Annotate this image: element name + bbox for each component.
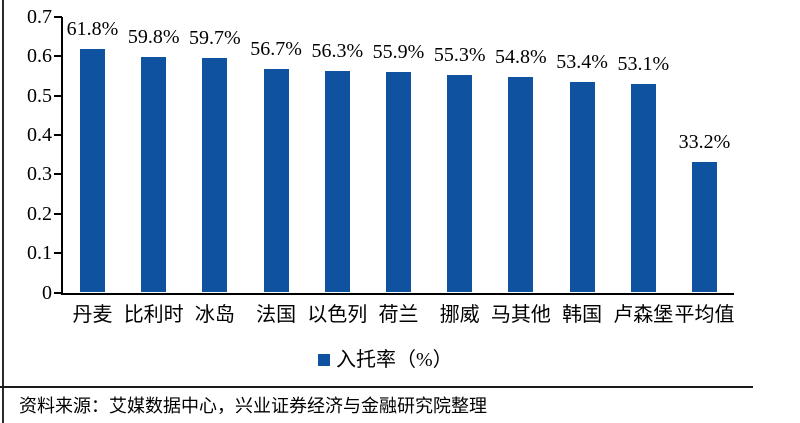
bar bbox=[630, 83, 656, 293]
bar bbox=[80, 49, 105, 293]
bar-value-label: 53.4% bbox=[556, 51, 608, 74]
bar bbox=[569, 82, 595, 293]
bar bbox=[202, 57, 228, 293]
bar bbox=[263, 69, 289, 293]
x-axis-category-label: 卢森堡 bbox=[613, 304, 674, 326]
bar-value-label: 56.7% bbox=[250, 38, 302, 61]
bar-value-label: 56.3% bbox=[311, 39, 364, 62]
legend-swatch-icon bbox=[318, 354, 330, 366]
y-axis-tick-mark bbox=[54, 55, 62, 58]
bar-value-label: 59.8% bbox=[127, 26, 180, 49]
x-axis-category-label: 比利时 bbox=[123, 304, 184, 326]
source-note: 资料来源：艾媒数据中心，兴业证券经济与金融研究院整理 bbox=[19, 396, 487, 416]
y-axis-tick-mark bbox=[54, 173, 62, 176]
x-axis-category-label: 平均值 bbox=[674, 304, 735, 326]
x-axis-category-label: 荷兰 bbox=[378, 304, 419, 326]
bar bbox=[447, 74, 473, 293]
bar bbox=[692, 161, 717, 293]
x-axis-line bbox=[61, 292, 734, 295]
bar-value-label: 55.9% bbox=[372, 41, 425, 64]
bar-chart: 0.7 0.6 0.5 0.4 0.3 0.2 0.1 0 61.8% 丹麦 59.8% 比利时 59.… bbox=[27, 6, 735, 326]
x-axis-category-label: 韩国 bbox=[562, 304, 603, 326]
page-left-border bbox=[2, 0, 4, 423]
y-axis-tick-mark bbox=[54, 252, 62, 255]
y-axis-tick-label: 0.7 bbox=[27, 6, 52, 28]
bar bbox=[141, 57, 167, 293]
x-axis-category-label: 以色列 bbox=[307, 304, 368, 326]
y-axis-tick-label: 0 bbox=[42, 281, 52, 304]
y-axis-tick-mark bbox=[54, 134, 62, 137]
source-divider-line bbox=[0, 386, 753, 388]
y-axis-tick-mark bbox=[54, 291, 62, 294]
bar-value-label: 55.3% bbox=[433, 43, 486, 66]
y-axis-tick-label: 0.2 bbox=[27, 202, 52, 225]
bar-value-label: 54.8% bbox=[495, 45, 547, 68]
bar bbox=[386, 72, 411, 293]
bar-value-label: 33.2% bbox=[678, 130, 731, 153]
y-axis-tick-mark bbox=[54, 212, 62, 215]
bar bbox=[508, 76, 534, 293]
legend-label: 入托率（%） bbox=[336, 349, 453, 371]
y-axis-tick-label: 0.5 bbox=[27, 84, 52, 107]
bar bbox=[324, 70, 350, 293]
x-axis-category-label: 丹麦 bbox=[72, 304, 113, 326]
y-axis-tick-mark bbox=[54, 16, 62, 18]
bar-value-label: 53.1% bbox=[617, 52, 670, 75]
y-axis-tick-mark bbox=[54, 94, 62, 97]
y-axis-line bbox=[61, 17, 63, 295]
y-axis-tick-label: 0.3 bbox=[27, 163, 52, 186]
x-axis-category-label: 法国 bbox=[256, 304, 297, 326]
x-axis-category-label: 冰岛 bbox=[194, 304, 235, 326]
chart-legend: 入托率（%） bbox=[318, 348, 453, 372]
bar-value-label: 61.8% bbox=[66, 18, 119, 41]
y-axis-tick-label: 0.1 bbox=[27, 242, 52, 265]
bar-value-label: 59.7% bbox=[189, 26, 241, 49]
y-axis-tick-label: 0.4 bbox=[27, 124, 52, 147]
y-axis-tick-label: 0.6 bbox=[27, 45, 52, 68]
x-axis-category-label: 挪威 bbox=[439, 304, 480, 326]
x-axis-category-label: 马其他 bbox=[490, 304, 551, 326]
